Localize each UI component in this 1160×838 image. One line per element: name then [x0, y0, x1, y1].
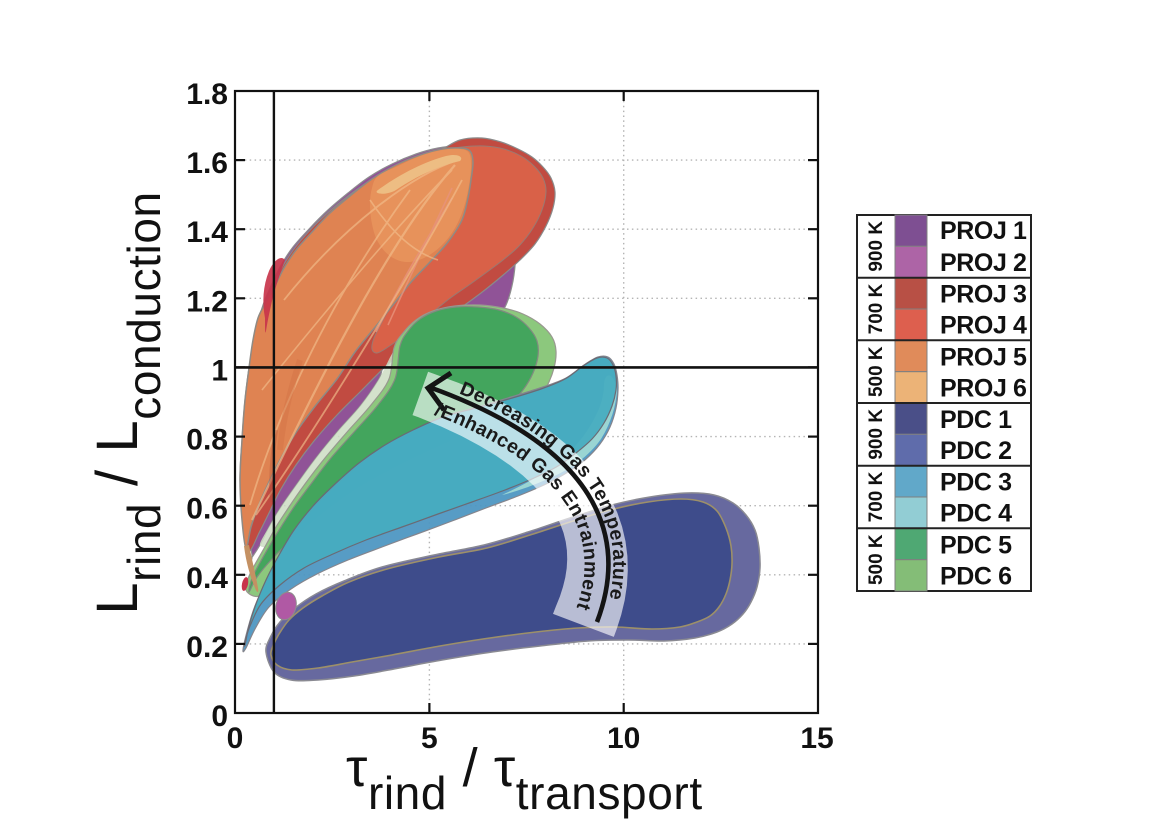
svg-text:PROJ 6: PROJ 6	[940, 374, 1027, 402]
svg-text:0.2: 0.2	[186, 631, 228, 664]
svg-text:500 K: 500 K	[866, 534, 887, 585]
svg-text:700 K: 700 K	[866, 471, 887, 522]
svg-text:τrind / τtransport: τrind / τtransport	[346, 738, 703, 819]
svg-text:1.6: 1.6	[186, 147, 228, 180]
svg-text:1.2: 1.2	[186, 285, 228, 318]
svg-text:PROJ 4: PROJ 4	[940, 312, 1027, 340]
svg-text:500 K: 500 K	[866, 346, 887, 397]
svg-text:0: 0	[211, 700, 228, 733]
svg-text:PROJ 5: PROJ 5	[940, 343, 1027, 371]
svg-text:PROJ 3: PROJ 3	[940, 281, 1027, 309]
svg-text:1.4: 1.4	[186, 216, 228, 249]
svg-text:0: 0	[227, 722, 244, 755]
svg-text:PDC 2: PDC 2	[940, 437, 1012, 465]
svg-text:0.8: 0.8	[186, 424, 228, 457]
svg-text:0.4: 0.4	[186, 562, 228, 595]
svg-text:PDC 4: PDC 4	[940, 500, 1012, 528]
svg-text:10: 10	[607, 722, 640, 755]
svg-text:PROJ 1: PROJ 1	[940, 217, 1027, 245]
svg-text:5: 5	[421, 722, 438, 755]
svg-text:700 K: 700 K	[866, 283, 887, 334]
svg-text:900 K: 900 K	[866, 221, 887, 272]
svg-text:900 K: 900 K	[866, 409, 887, 460]
svg-text:1.8: 1.8	[186, 78, 228, 111]
svg-text:0.6: 0.6	[186, 493, 228, 526]
svg-text:15: 15	[800, 722, 833, 755]
svg-text:PDC 6: PDC 6	[940, 562, 1012, 590]
svg-text:PDC 3: PDC 3	[940, 469, 1012, 497]
svg-text:PROJ 2: PROJ 2	[940, 249, 1027, 277]
svg-text:PDC 1: PDC 1	[940, 406, 1012, 434]
svg-text:1: 1	[211, 354, 228, 387]
svg-text:PDC 5: PDC 5	[940, 531, 1012, 559]
